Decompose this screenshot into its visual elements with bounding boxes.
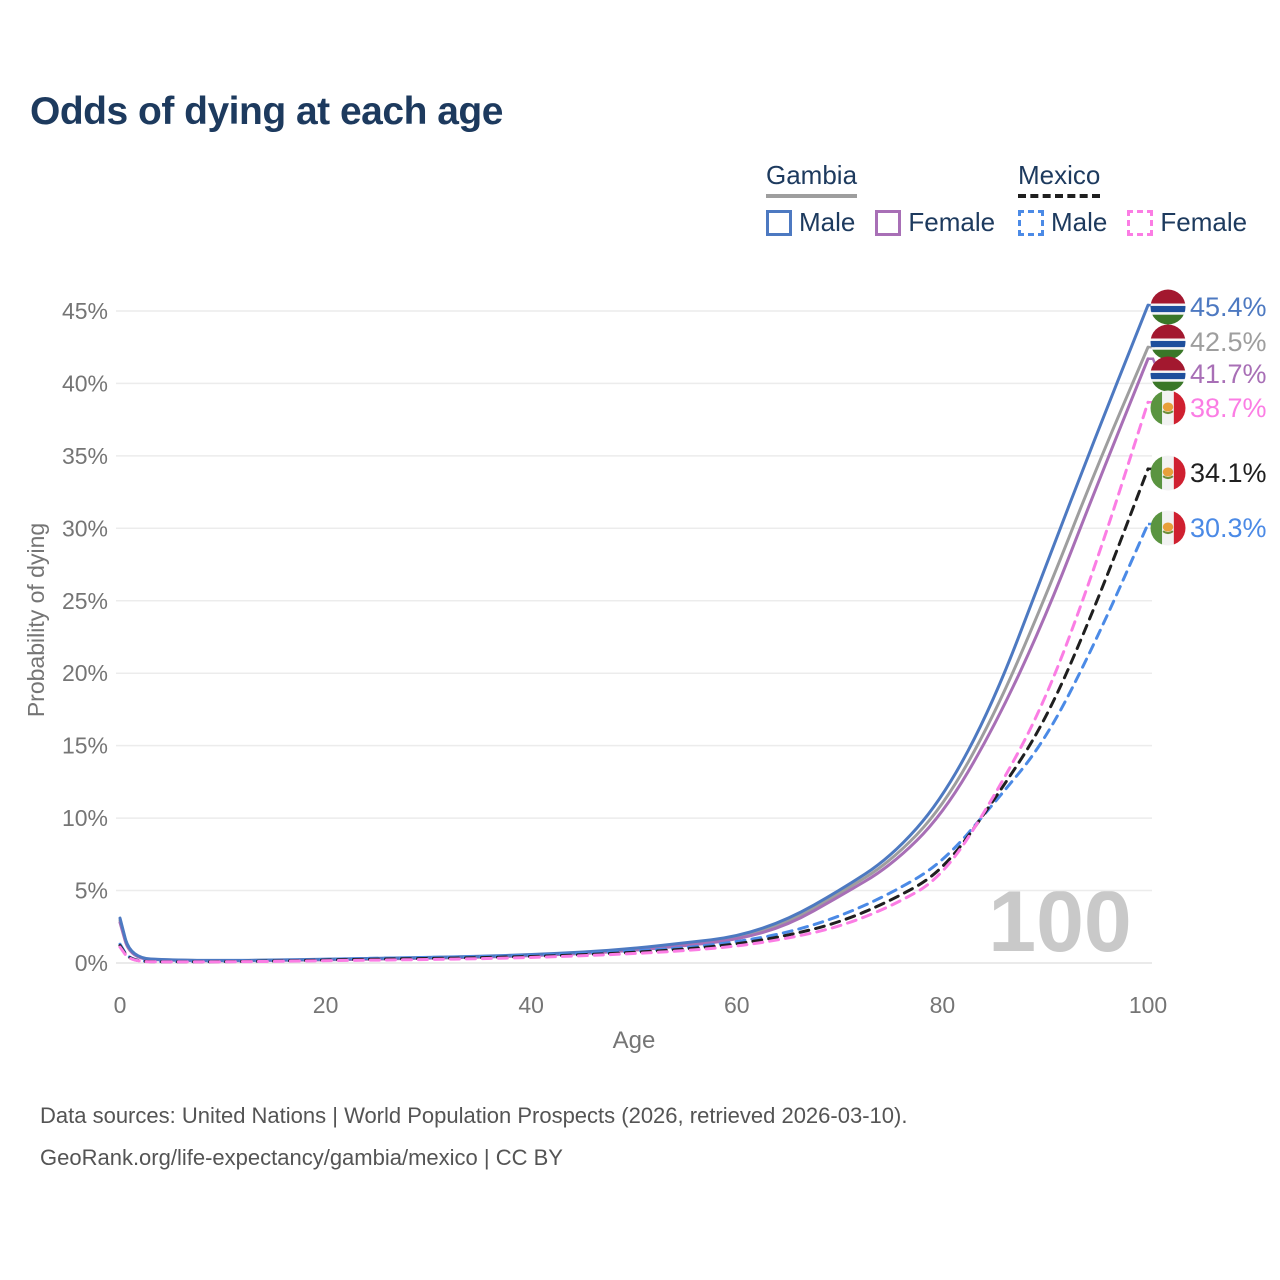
mexico-flag-icon: [1150, 455, 1186, 491]
series-line-mexico_female[interactable]: [118, 400, 1150, 964]
end-label-gambia_total: 42.5%: [1148, 324, 1267, 360]
x-tick-label: 20: [313, 992, 339, 1018]
y-axis-title: Probability of dying: [23, 523, 49, 717]
gambia-flag-icon: [1150, 324, 1186, 360]
page-title: Odds of dying at each age: [30, 90, 503, 133]
end-label-mexico_male: 30.3%: [1148, 510, 1267, 546]
y-tick-label: 45%: [62, 298, 108, 324]
plot-area[interactable]: [116, 296, 1152, 963]
y-tick-label: 20%: [62, 660, 108, 686]
end-label-value: 34.1%: [1190, 458, 1267, 488]
end-label-value: 45.4%: [1190, 292, 1267, 322]
mexico-flag-icon: [1150, 390, 1186, 426]
legend-item-label: Male: [1051, 207, 1108, 237]
y-tick-label: 10%: [62, 805, 108, 831]
x-axis-title: Age: [613, 1027, 656, 1054]
x-tick-label: 60: [724, 992, 750, 1018]
legend-item-label: Female: [908, 207, 996, 237]
end-label-mexico_total: 34.1%: [1148, 455, 1267, 491]
legend-item-gambia-male[interactable]: Male: [766, 207, 855, 238]
legend-country-gambia: Gambia: [766, 160, 858, 198]
end-label-value: 42.5%: [1190, 327, 1267, 357]
y-tick-label: 25%: [62, 588, 108, 614]
mexico-flag-icon: [1150, 510, 1186, 546]
legend-item-mexico-female[interactable]: Female: [1127, 207, 1247, 238]
y-tick-label: 30%: [62, 515, 108, 541]
legend-item-label: Female: [1160, 207, 1248, 237]
gambia-flag-icon: [1150, 356, 1186, 392]
x-tick-label: 40: [518, 992, 544, 1018]
legend-item-mexico-male[interactable]: Male: [1018, 207, 1107, 238]
end-label-value: 41.7%: [1190, 359, 1267, 389]
end-label-connector: [1148, 522, 1164, 530]
georank-attribution-link[interactable]: GeoRank.org/life-expectancy/gambia/mexic…: [40, 1145, 563, 1170]
gambia-female-swatch-icon: [875, 209, 902, 236]
y-tick-label: 0%: [75, 950, 108, 976]
legend-group-gambia: Gambia Male Female: [766, 160, 995, 238]
y-tick-label: 40%: [62, 370, 108, 396]
legend-country-mexico: Mexico: [1018, 160, 1101, 198]
end-label-value: 38.7%: [1190, 393, 1267, 423]
x-tick-label: 100: [1129, 992, 1167, 1018]
mexico-male-swatch-icon: [1018, 209, 1044, 236]
mexico-female-swatch-icon: [1127, 209, 1154, 236]
end-label-connector: [1148, 467, 1164, 475]
x-tick-label: 80: [930, 992, 956, 1018]
y-tick-label: 35%: [62, 443, 108, 469]
x-tick-label: 0: [114, 992, 127, 1018]
end-label-gambia_female: 41.7%: [1148, 356, 1267, 392]
end-label-mexico_female: 38.7%: [1148, 390, 1267, 426]
end-label-gambia_male: 45.4%: [1148, 289, 1267, 325]
gambia-male-swatch-icon: [766, 209, 792, 236]
legend-item-gambia-female[interactable]: Female: [875, 207, 995, 238]
legend-item-label: Male: [799, 207, 856, 237]
data-sources-text: Data sources: United Nations | World Pop…: [40, 1103, 908, 1128]
gambia-flag-icon: [1150, 289, 1186, 325]
end-label-value: 30.3%: [1190, 513, 1267, 543]
legend-group-mexico: Mexico Male Female: [1018, 160, 1247, 238]
y-tick-label: 15%: [62, 733, 108, 759]
y-tick-label: 5%: [75, 878, 108, 904]
